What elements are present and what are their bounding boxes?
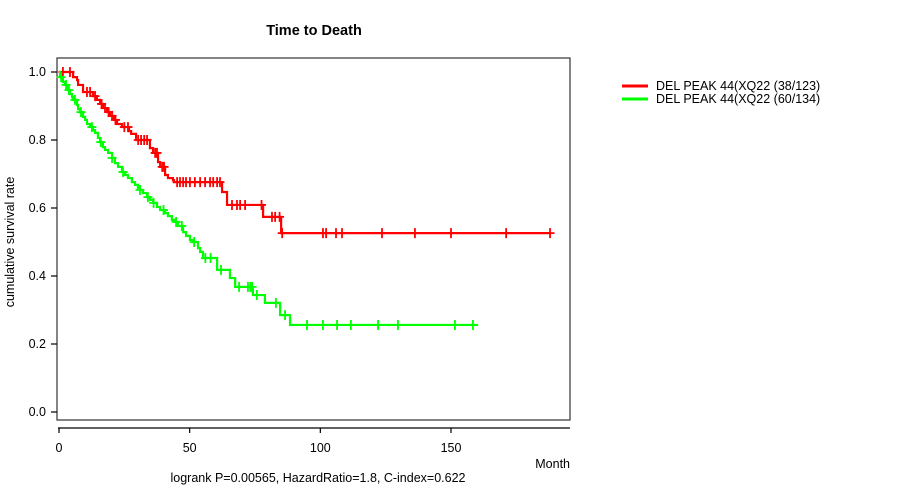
y-axis-title: cumulative survival rate [3, 177, 17, 308]
x-tick-label: 100 [310, 441, 331, 455]
y-tick-label: 1.0 [29, 65, 46, 79]
x-axis-title: Month [535, 457, 570, 471]
x-tick-label: 50 [183, 441, 197, 455]
chart-title: Time to Death [266, 23, 362, 39]
y-tick-label: 0.8 [29, 133, 46, 147]
y-axis: 0.0 0.2 0.4 0.6 0.8 1.0 [29, 65, 57, 419]
y-tick-label: 0.0 [29, 405, 46, 419]
legend-label-green: DEL PEAK 44(XQ22 (60/134) [656, 92, 820, 106]
x-axis: 0 50 100 150 [56, 427, 570, 455]
survival-curve-red [59, 70, 551, 235]
y-tick-label: 0.2 [29, 337, 46, 351]
legend-label-red: DEL PEAK 44(XQ22 (38/123) [656, 79, 820, 93]
x-tick-label: 150 [441, 441, 462, 455]
y-tick-label: 0.6 [29, 201, 46, 215]
legend: DEL PEAK 44(XQ22 (38/123) DEL PEAK 44(XQ… [622, 79, 820, 106]
x-tick-label: 0 [56, 441, 63, 455]
censor-marks-green [56, 72, 478, 330]
survival-curve-green [58, 70, 479, 327]
footer-annotation: logrank P=0.00565, HazardRatio=1.8, C-in… [171, 471, 466, 485]
series-curves [56, 67, 555, 330]
plot-box [56, 57, 571, 421]
censor-marks-red [58, 67, 555, 239]
y-tick-label: 0.4 [29, 269, 46, 283]
